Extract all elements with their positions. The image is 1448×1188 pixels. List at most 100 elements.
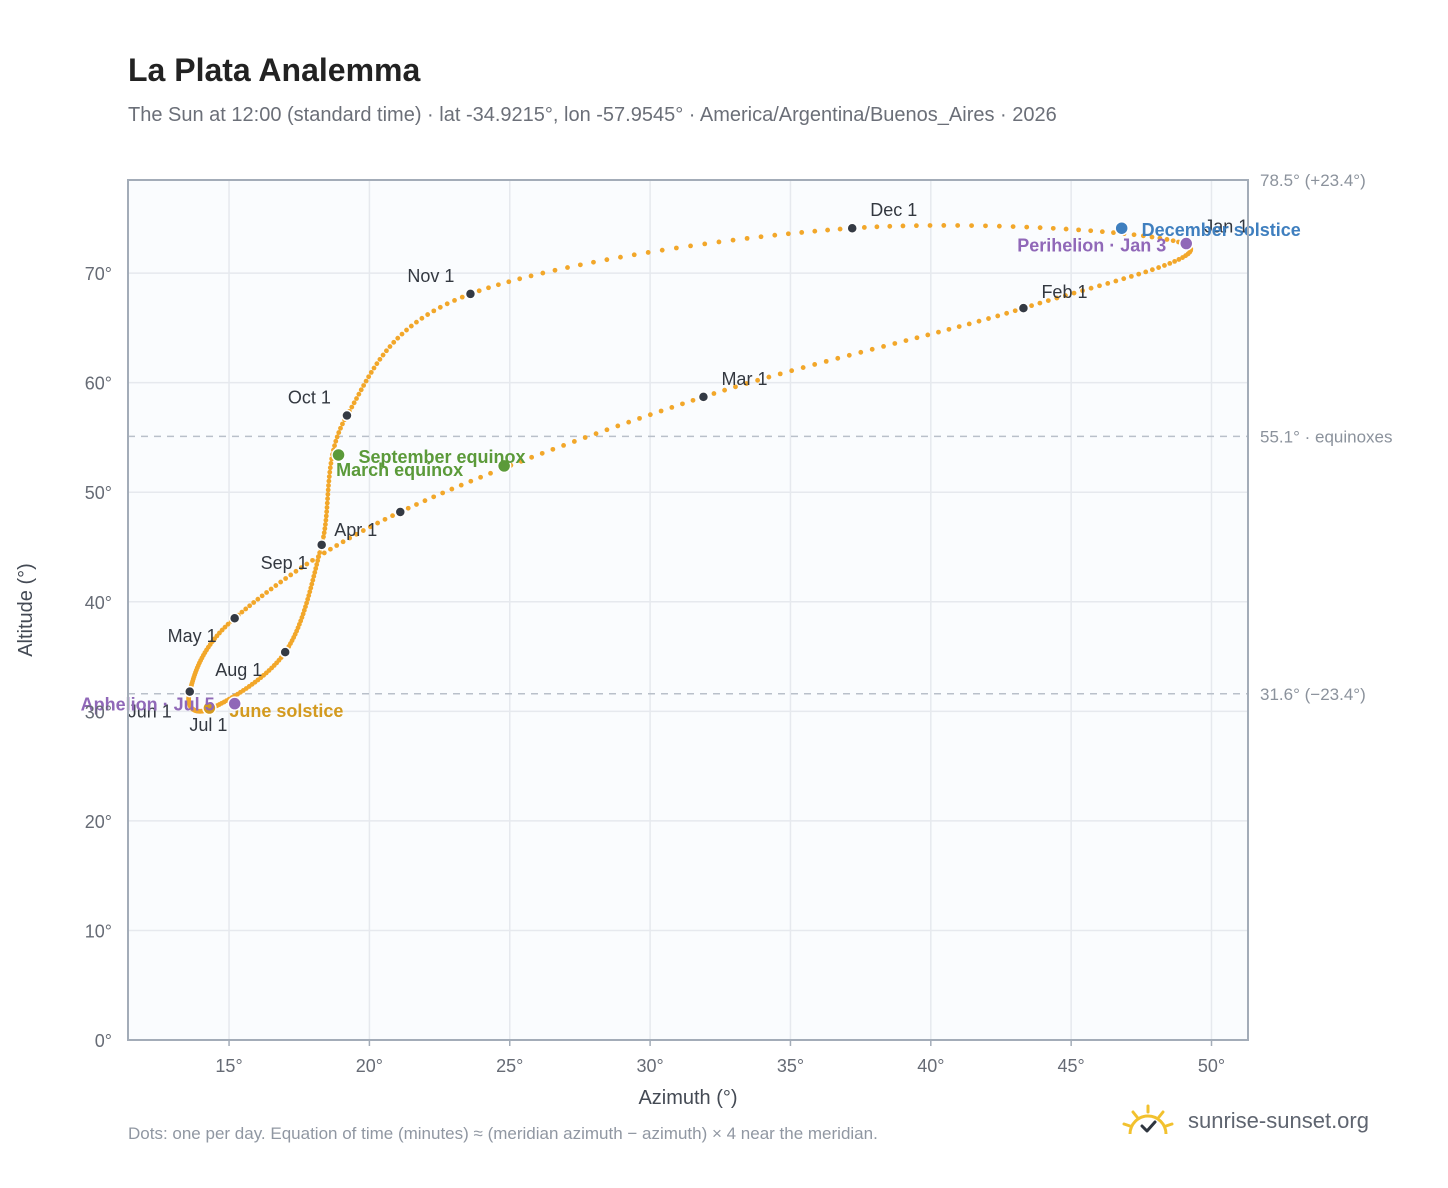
brand-name[interactable]: sunrise-sunset.org — [1188, 1108, 1369, 1133]
daily-dot — [354, 531, 359, 537]
daily-dot — [772, 232, 778, 238]
daily-dot — [1012, 308, 1018, 314]
daily-dot — [936, 329, 941, 335]
daily-dot — [1088, 285, 1094, 291]
y-tick-label: 10° — [85, 921, 112, 941]
daily-dot — [983, 223, 988, 229]
daily-dot — [437, 304, 443, 310]
daily-dot — [1097, 283, 1102, 289]
daily-dot — [517, 276, 523, 282]
daily-dot — [488, 470, 493, 476]
daily-dot — [645, 250, 651, 255]
event-label: September equinox — [359, 447, 526, 467]
month-marker — [315, 539, 328, 551]
daily-dot — [518, 458, 524, 464]
daily-dot — [313, 566, 319, 571]
daily-dot — [1136, 271, 1142, 277]
daily-dot — [308, 585, 314, 591]
daily-dot — [892, 341, 898, 346]
month-marker — [184, 685, 196, 698]
reference-line-label: 31.6° (−23.4°) — [1260, 685, 1366, 704]
daily-dot — [323, 517, 329, 523]
daily-dot — [604, 427, 610, 433]
month-label: Jan 1 — [1204, 217, 1248, 237]
daily-dot — [1121, 276, 1127, 282]
daily-dot — [327, 469, 333, 475]
daily-dot — [900, 223, 906, 229]
daily-dot — [825, 227, 831, 233]
daily-dot — [366, 374, 372, 380]
daily-dot — [528, 273, 534, 279]
daily-dot — [351, 400, 357, 406]
daily-dot — [711, 391, 717, 396]
y-tick-label: 40° — [85, 593, 112, 613]
daily-dot — [874, 224, 880, 230]
daily-dot — [243, 606, 249, 612]
daily-dot — [1088, 228, 1094, 234]
brand[interactable]: sunrise-sunset.org — [1122, 1104, 1369, 1138]
daily-dot — [812, 228, 818, 234]
daily-dot — [1162, 263, 1167, 268]
daily-dot — [858, 349, 864, 355]
daily-dot — [673, 245, 679, 251]
daily-dot — [688, 243, 693, 249]
chart-title: La Plata Analemma — [128, 52, 421, 88]
daily-dot — [996, 223, 1002, 229]
daily-dot — [927, 223, 933, 228]
daily-dot — [414, 502, 419, 507]
daily-dot — [730, 237, 736, 243]
daily-dot — [615, 423, 621, 429]
daily-dot — [311, 573, 317, 579]
daily-dot — [326, 483, 331, 488]
daily-dot — [399, 331, 405, 337]
y-tick-label: 0° — [95, 1031, 112, 1051]
daily-dot — [1156, 265, 1162, 270]
daily-dot — [312, 570, 318, 575]
y-axis-label: Altitude (°) — [15, 563, 37, 657]
daily-dot — [1004, 310, 1010, 316]
daily-dot — [425, 312, 431, 317]
daily-dot — [1037, 225, 1043, 231]
chart-subtitle: The Sun at 12:00 (standard time) · lat -… — [128, 104, 1057, 126]
daily-dot — [225, 621, 231, 627]
x-tick-label: 30° — [636, 1056, 663, 1076]
daily-dot — [422, 498, 428, 504]
daily-dot — [716, 239, 722, 245]
daily-dot — [956, 324, 962, 330]
daily-dot — [316, 554, 322, 560]
daily-dot — [1172, 258, 1178, 264]
daily-dot — [552, 267, 558, 273]
daily-dot — [332, 443, 337, 449]
daily-dot — [618, 254, 623, 260]
daily-dot — [293, 568, 299, 574]
daily-dot — [314, 562, 320, 567]
event-label: December solstice — [1142, 220, 1301, 240]
daily-dot — [333, 438, 339, 444]
month-label: Feb 1 — [1041, 282, 1087, 302]
month-marker — [341, 409, 353, 422]
daily-dot — [539, 450, 545, 456]
event-label: Perihelion · Jan 3 — [1017, 236, 1166, 256]
daily-dot — [349, 404, 355, 410]
daily-dot — [310, 577, 316, 583]
sun-logo-icon — [1122, 1104, 1174, 1135]
month-marker — [464, 288, 477, 300]
daily-dot — [449, 486, 455, 492]
daily-dot — [1170, 238, 1176, 244]
daily-dot — [1010, 224, 1016, 229]
daily-dot — [247, 603, 253, 609]
daily-dot — [321, 550, 327, 556]
y-tick-label: 60° — [85, 374, 112, 394]
daily-dot — [368, 369, 374, 375]
month-label: Jul 1 — [189, 715, 227, 735]
event-marker — [1178, 236, 1194, 251]
daily-dot — [405, 505, 411, 511]
event-label: Aphelion · Jul 5 — [81, 695, 215, 715]
event-marker — [202, 700, 217, 716]
month-label: Sep 1 — [261, 553, 308, 573]
daily-dot — [334, 543, 340, 548]
month-marker — [394, 506, 407, 518]
daily-dot — [338, 425, 343, 431]
daily-dot — [1063, 293, 1068, 298]
daily-dot — [298, 565, 304, 571]
